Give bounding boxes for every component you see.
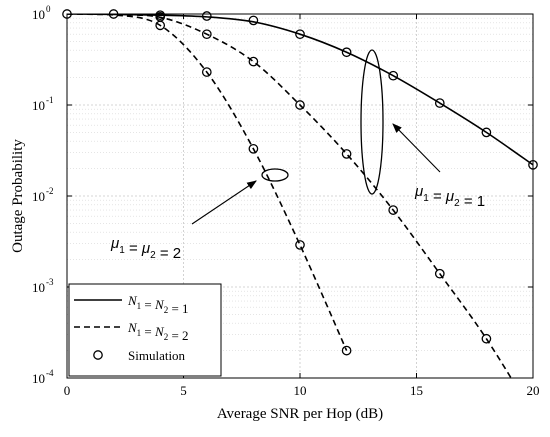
simulation-point [388,70,399,81]
annotation-text-part: μ [141,240,150,257]
y-tick-label: 10 [32,98,45,113]
simulation-point [341,47,352,58]
x-axis-label: Average SNR per Hop (dB) [217,406,383,422]
legend-label: Simulation [128,348,186,363]
legend-label: N1 = N2 = 2 [127,320,189,343]
annotation-text-part: = 1 [460,193,485,210]
legend-label-part: = [141,324,155,339]
annotation-text-part: 2 [454,198,460,209]
x-tick-label: 0 [64,383,71,398]
annotation-label-mu-2: μ1 = μ2 = 2 [110,235,181,262]
series-line-3 [67,14,348,351]
y-tick-exponent: -1 [46,95,54,105]
simulation-point [295,100,305,110]
simulation-point [295,240,305,250]
simulation-point [341,345,352,356]
simulation-point [201,67,212,77]
simulation-point [481,127,492,138]
annotation-ellipse-1 [360,49,384,195]
simulation-point [201,11,212,21]
legend-label-part: 2 [164,305,169,315]
annotation-text-part: 1 [119,245,125,256]
simulation-point [201,29,212,40]
y-tick-label: 10 [32,280,45,295]
x-tick-label: 5 [180,383,187,398]
annotation-arrow-1 [392,123,441,173]
annotations: μ1 = μ2 = 1μ1 = μ2 = 2 [110,49,485,262]
simulation-point [295,29,305,40]
x-tick-label: 20 [527,383,540,398]
x-tick-label: 10 [294,383,307,398]
annotation-ellipse-2 [261,168,289,182]
legend-label-part: = 2 [168,328,188,343]
simulation-point [434,98,445,108]
annotation-text-part: μ [414,183,423,200]
y-tick-exponent: -2 [46,186,54,196]
annotation-text-part: = [429,188,446,205]
y-axis-label: Outage Probability [10,139,26,253]
simulation-point [341,149,352,159]
series-line-2 [67,14,512,378]
legend-label-part: = 1 [168,301,188,316]
x-tick-label: 15 [410,383,423,398]
annotation-label-mu-1: μ1 = μ2 = 1 [414,183,485,210]
legend-label-part: N [127,293,138,308]
legend-label: N1 = N2 = 1 [127,293,189,316]
y-tick-label: 10 [32,189,45,204]
annotation-text-part: 1 [423,193,429,204]
legend-label-part: = [141,297,155,312]
y-tick-exponent: 0 [46,4,51,14]
simulation-point [248,143,259,154]
legend-label-part: 1 [137,301,142,311]
simulation-point [481,333,492,344]
y-tick-label: 10 [32,7,45,22]
legend-label-part: 2 [164,332,169,342]
simulation-point [434,268,445,279]
legend-label-part: 1 [137,328,142,338]
annotation-text-part: = [125,240,142,257]
series-lines [67,14,533,378]
simulation-point [155,20,166,31]
simulation-point [248,56,259,67]
y-tick-exponent: -3 [46,277,54,287]
annotation-arrow-2 [191,180,257,225]
simulation-point [388,205,399,215]
legend-label-part: N [127,320,138,335]
simulation-point [248,15,259,26]
legend-label-part: N [154,324,165,339]
annotation-text-part: μ [445,188,454,205]
legend-marker-simulation [93,350,103,360]
y-tick-exponent: -4 [46,368,54,378]
annotation-text-part: = 2 [156,245,181,262]
annotation-text-part: 2 [150,250,156,261]
series-line-1 [67,14,533,166]
annotation-text-part: μ [110,235,119,252]
y-tick-label: 10 [32,371,45,386]
legend-label-part: N [154,297,165,312]
